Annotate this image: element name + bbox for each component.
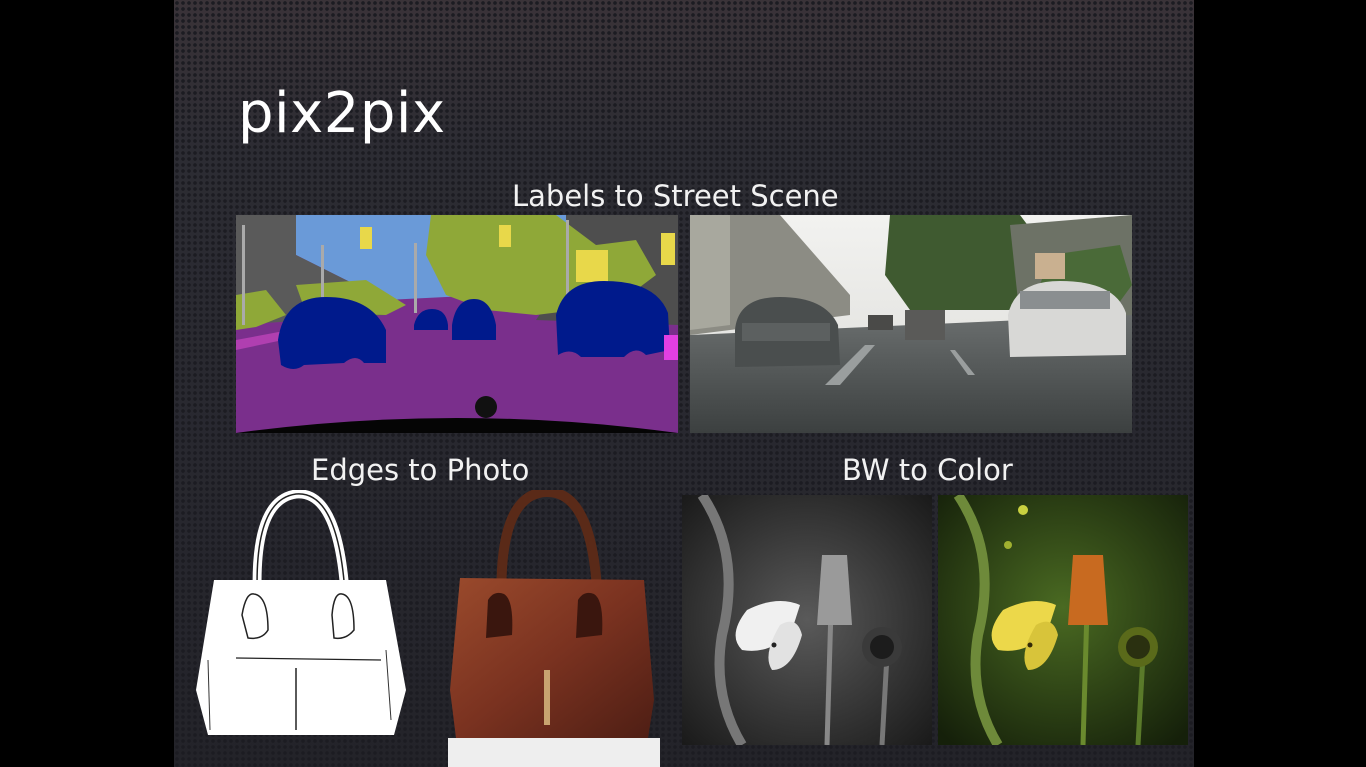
street-scene-image: [690, 215, 1132, 433]
slide-title: pix2pix: [238, 81, 446, 146]
butterfly-color-image: [938, 495, 1188, 745]
caption-bw-to-color: BW to Color: [842, 453, 1013, 487]
slide: pix2pix Labels to Street Scene: [174, 0, 1194, 767]
handbag-photo-image: [448, 490, 660, 767]
butterfly-bw-image: [682, 495, 932, 745]
caption-labels-to-street: Labels to Street Scene: [512, 179, 839, 213]
caption-edges-to-photo: Edges to Photo: [311, 453, 530, 487]
handbag-edges-image: [196, 490, 408, 745]
label-map-image: [236, 215, 678, 433]
